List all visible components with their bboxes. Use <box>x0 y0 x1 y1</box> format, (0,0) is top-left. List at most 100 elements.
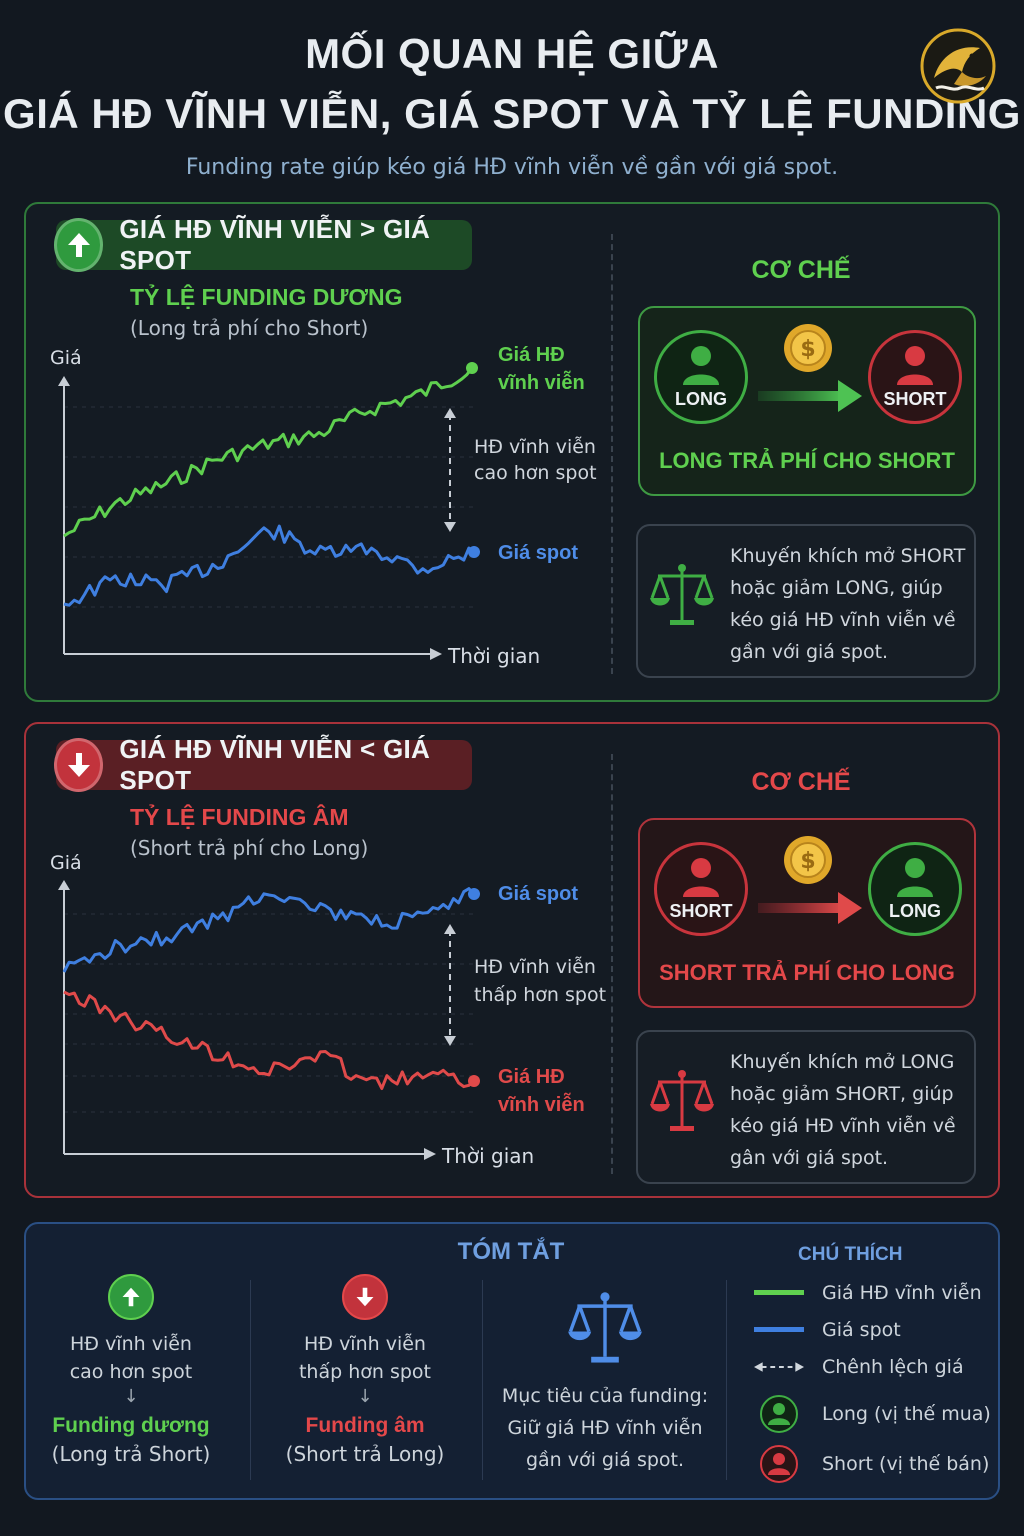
payment-arrow-icon <box>758 892 862 924</box>
summary-goal: Mục tiêu của funding: Giữ giá HĐ vĩnh vi… <box>500 1290 710 1476</box>
coin-icon: $ <box>784 836 832 884</box>
legend-short: Short (vị thế bán) <box>754 1444 989 1484</box>
summary-goal-line2: Giữ giá HĐ vĩnh viễn <box>507 1417 703 1439</box>
summary-goal-line3: gần với giá spot. <box>525 1449 685 1471</box>
payer-label: SHORT <box>669 901 733 921</box>
summary-divider <box>250 1280 251 1480</box>
balance-scale-icon <box>650 1070 714 1131</box>
receiver-label: LONG <box>889 901 941 921</box>
positive-mechanism-box: LONG $ SHORT LONG TRẢ PHÍ CHO SHORT <box>638 306 976 496</box>
coin-icon: $ <box>784 324 832 372</box>
long-avatar: LONG <box>868 842 962 936</box>
x-axis-label: Thời gian <box>447 644 540 668</box>
summary-col2-result: Funding âm <box>305 1414 425 1437</box>
negative-mechanism-title: CƠ CHẾ <box>751 768 851 796</box>
negative-funding-title: TỶ LỆ FUNDING ÂM <box>130 804 349 830</box>
positive-heading-label: GIÁ HĐ VĨNH VIỄN > GIÁ SPOT <box>119 214 431 275</box>
summary-title: TÓM TẮT <box>457 1238 565 1265</box>
spot-price-line <box>63 524 475 607</box>
spot-endpoint <box>468 546 480 558</box>
perp-price-line <box>63 990 475 1090</box>
legend-perp-label: Giá HĐ vĩnh viễn <box>822 1282 982 1304</box>
balance-scale-icon <box>568 1292 642 1363</box>
arrow-down-icon <box>54 738 104 792</box>
positive-heading: GIÁ HĐ VĨNH VIỄN > GIÁ SPOT <box>54 214 472 275</box>
legend-long-label: Long (vị thế mua) <box>822 1403 991 1425</box>
down-arrow-icon: ↓ <box>357 1386 373 1407</box>
subtitle: Funding rate giúp kéo giá HĐ vĩnh viễn v… <box>185 155 839 180</box>
spot-price-line <box>62 887 476 973</box>
receiver-label: SHORT <box>883 389 947 409</box>
positive-funding-title: TỶ LỆ FUNDING DƯƠNG <box>130 284 403 310</box>
long-person-icon <box>760 1395 798 1433</box>
summary-col2-detail: (Short trả Long) <box>285 1442 445 1466</box>
positive-mechanism-caption: LONG TRẢ PHÍ CHO SHORT <box>659 448 955 473</box>
summary-panel: TÓM TẮT HĐ vĩnh viễn cao hơn spot ↓ Fund… <box>24 1222 1000 1500</box>
negative-note-box: Khuyến khích mở LONG hoặc giảm SHORT, gi… <box>636 1030 976 1184</box>
short-person-icon <box>760 1445 798 1483</box>
perp-label-1: Giá HĐ <box>498 1066 565 1088</box>
negative-funding-sub: (Short trả phí cho Long) <box>130 836 369 860</box>
perp-label-1: Giá HĐ <box>498 344 565 366</box>
legend-title: CHÚ THÍCH <box>798 1244 903 1265</box>
negative-note-text: Khuyến khích mở LONG hoặc giảm SHORT, gi… <box>730 1051 956 1169</box>
perp-endpoint <box>468 1075 480 1087</box>
summary-divider <box>482 1280 483 1480</box>
legend-diff-label: Chênh lệch giá <box>822 1356 964 1378</box>
summary-divider <box>726 1280 727 1480</box>
title-line-1: MỐI QUAN HỆ GIỮA <box>305 30 719 77</box>
negative-funding-panel: GIÁ HĐ VĨNH VIỄN < GIÁ SPOT TỶ LỆ FUNDIN… <box>24 722 1000 1198</box>
negative-mechanism-caption: SHORT TRẢ PHÍ CHO LONG <box>659 960 955 985</box>
positive-note-text: Khuyến khích mở SHORT hoặc giảm LONG, gi… <box>730 545 966 663</box>
short-avatar: SHORT <box>654 842 748 936</box>
legend-spot-label: Giá spot <box>822 1319 901 1341</box>
gap-label-2: cao hơn spot <box>474 462 597 484</box>
spot-endpoint <box>468 888 480 900</box>
panel-divider <box>611 234 613 674</box>
perp-label-2: vĩnh viễn <box>498 1092 585 1116</box>
gap-label-2: thấp hơn spot <box>474 984 606 1006</box>
payer-label: LONG <box>675 389 727 409</box>
summary-col1-line1: HĐ vĩnh viễn <box>70 1333 192 1355</box>
y-axis-label: Giá <box>50 852 82 874</box>
legend-long: Long (vị thế mua) <box>754 1394 991 1434</box>
arrow-up-icon <box>54 218 104 272</box>
person-icon <box>683 858 719 897</box>
person-icon <box>683 346 719 385</box>
title-line-2: GIÁ HĐ VĨNH VIỄN, GIÁ SPOT VÀ TỶ LỆ FUND… <box>3 90 1021 137</box>
positive-funding-sub: (Long trả phí cho Short) <box>130 316 369 340</box>
gap-label-1: HĐ vĩnh viễn <box>474 435 596 458</box>
negative-price-chart: Giá Thời gian Giá spot HĐ vĩnh viễn thấp… <box>50 852 606 1168</box>
summary-col2-line1: HĐ vĩnh viễn <box>304 1333 426 1355</box>
y-axis-label: Giá <box>50 347 82 369</box>
perp-label-2: vĩnh viễn <box>498 370 585 394</box>
legend-short-label: Short (vị thế bán) <box>822 1453 990 1475</box>
whale-logo-icon <box>920 28 996 104</box>
negative-heading-label: GIÁ HĐ VĨNH VIỄN < GIÁ SPOT <box>119 734 431 795</box>
positive-price-chart: Giá Thời gian Giá HĐ vĩnh viễn HĐ vĩnh v… <box>50 344 597 668</box>
summary-col1-line2: cao hơn spot <box>69 1361 193 1383</box>
person-icon <box>897 858 933 897</box>
summary-col2-line2: thấp hơn spot <box>298 1361 432 1383</box>
balance-scale-icon <box>650 564 714 625</box>
gap-label-1: HĐ vĩnh viễn <box>474 955 596 978</box>
perp-price-line <box>63 367 474 538</box>
arrow-down-icon <box>342 1274 388 1320</box>
perp-endpoint <box>466 362 478 374</box>
negative-heading: GIÁ HĐ VĨNH VIỄN < GIÁ SPOT <box>54 734 472 795</box>
summary-negative-column: HĐ vĩnh viễn thấp hơn spot ↓ Funding âm … <box>260 1274 470 1466</box>
negative-mechanism-box: SHORT $ LONG SHORT TRẢ PHÍ CHO LONG <box>638 818 976 1008</box>
positive-mechanism-title: CƠ CHẾ <box>751 256 851 284</box>
x-axis-label: Thời gian <box>441 1144 534 1168</box>
positive-note-box: Khuyến khích mở SHORT hoặc giảm LONG, gi… <box>636 524 976 678</box>
person-icon <box>897 346 933 385</box>
summary-col1-result: Funding dương <box>52 1414 210 1437</box>
summary-col1-detail: (Long trả Short) <box>51 1442 211 1466</box>
legend-spot: Giá spot <box>754 1315 901 1345</box>
positive-funding-panel: GIÁ HĐ VĨNH VIỄN > GIÁ SPOT TỶ LỆ FUNDIN… <box>24 202 1000 702</box>
arrow-up-icon <box>108 1274 154 1320</box>
svg-text:$: $ <box>800 337 815 362</box>
summary-positive-column: HĐ vĩnh viễn cao hơn spot ↓ Funding dươn… <box>26 1274 236 1466</box>
panel-divider <box>611 754 613 1174</box>
spot-label: Giá spot <box>498 542 578 564</box>
